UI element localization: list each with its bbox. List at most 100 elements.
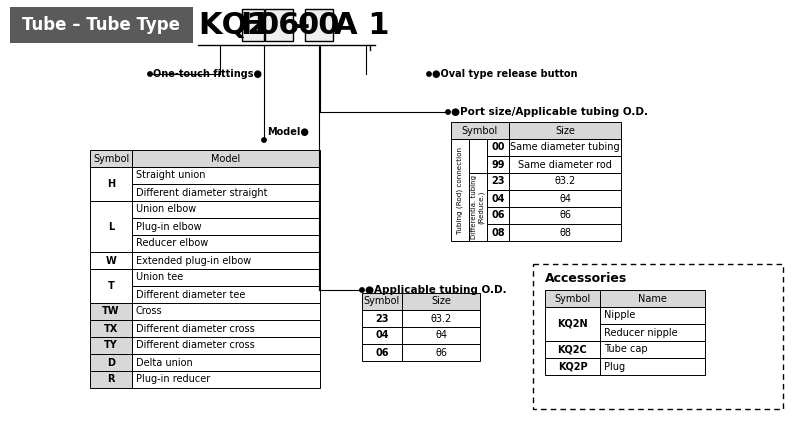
Text: ●Applicable tubing O.D.: ●Applicable tubing O.D.	[365, 285, 506, 295]
Circle shape	[446, 110, 450, 114]
Text: θ3.2: θ3.2	[430, 313, 452, 324]
Bar	[487, 207, 509, 224]
Bar	[132, 201, 320, 218]
Text: L: L	[108, 222, 114, 231]
Bar	[469, 139, 487, 173]
Text: KQ2N: KQ2N	[557, 319, 588, 329]
Bar	[509, 173, 621, 190]
Bar	[132, 320, 320, 337]
Text: Plug-in elbow: Plug-in elbow	[136, 222, 202, 231]
Text: ●Port size/Applicable tubing O.D.: ●Port size/Applicable tubing O.D.	[451, 107, 648, 117]
Bar	[132, 184, 320, 201]
Text: Model●: Model●	[267, 127, 309, 137]
Text: Union elbow: Union elbow	[136, 204, 196, 214]
Text: One-touch fittings●: One-touch fittings●	[153, 69, 262, 79]
Bar	[600, 341, 705, 358]
Bar	[362, 344, 402, 361]
Bar	[487, 173, 509, 190]
Text: Size: Size	[555, 126, 575, 135]
Bar	[545, 290, 705, 307]
Text: Extended plug-in elbow: Extended plug-in elbow	[136, 255, 251, 266]
Text: KQ2C: KQ2C	[558, 344, 587, 354]
Text: 06: 06	[258, 11, 300, 39]
Text: –: –	[294, 11, 310, 39]
Text: Symbol: Symbol	[554, 294, 590, 303]
Text: θ6: θ6	[435, 348, 447, 357]
Text: Tube cap: Tube cap	[604, 344, 648, 354]
Text: Same diameter rod: Same diameter rod	[518, 159, 612, 170]
Text: Tubing (Rod) connection: Tubing (Rod) connection	[457, 146, 463, 233]
Bar	[132, 269, 320, 286]
Text: Name: Name	[638, 294, 667, 303]
Text: Tube – Tube Type: Tube – Tube Type	[22, 16, 181, 34]
Bar	[90, 320, 132, 337]
Bar	[487, 139, 509, 156]
Bar	[362, 293, 480, 310]
Bar	[305, 9, 333, 41]
Text: TW: TW	[102, 307, 120, 316]
Bar	[509, 190, 621, 207]
Bar	[402, 310, 480, 327]
Bar	[242, 9, 264, 41]
Text: Different diameter tee: Different diameter tee	[136, 289, 246, 299]
Bar	[509, 139, 621, 156]
Text: 23: 23	[375, 313, 389, 324]
Text: 04: 04	[375, 330, 389, 341]
Text: H: H	[107, 179, 115, 189]
Text: Symbol: Symbol	[462, 126, 498, 135]
Bar	[90, 371, 132, 388]
Bar	[265, 9, 293, 41]
Bar	[509, 156, 621, 173]
Text: 06: 06	[375, 348, 389, 357]
Text: 04: 04	[491, 193, 505, 203]
Bar	[509, 207, 621, 224]
Bar	[132, 167, 320, 184]
Text: θ8: θ8	[559, 228, 571, 237]
Circle shape	[148, 72, 152, 76]
Text: Accessories: Accessories	[545, 272, 627, 285]
Text: 08: 08	[491, 228, 505, 237]
Text: Differentia. tubing
(Reduce.): Differentia. tubing (Reduce.)	[471, 175, 485, 239]
Bar	[402, 344, 480, 361]
Bar	[362, 310, 402, 327]
Text: TY: TY	[104, 341, 118, 351]
Bar	[600, 324, 705, 341]
Text: Reducer nipple: Reducer nipple	[604, 327, 678, 338]
Bar	[132, 337, 320, 354]
Bar	[132, 371, 320, 388]
Bar	[90, 303, 132, 320]
Text: θ3.2: θ3.2	[554, 176, 576, 187]
Text: Size: Size	[431, 297, 451, 307]
Text: θ4: θ4	[559, 193, 571, 203]
Text: W: W	[106, 255, 116, 266]
Text: 99: 99	[491, 159, 505, 170]
Circle shape	[360, 288, 364, 292]
Text: Delta union: Delta union	[136, 357, 193, 368]
Text: Straight union: Straight union	[136, 170, 206, 181]
Text: Different diameter straight: Different diameter straight	[136, 187, 267, 198]
Text: θ6: θ6	[559, 211, 571, 220]
Text: Different diameter cross: Different diameter cross	[136, 324, 254, 333]
Bar	[600, 307, 705, 324]
Bar	[509, 224, 621, 241]
Bar	[451, 139, 469, 241]
Bar	[90, 269, 132, 303]
Bar	[132, 303, 320, 320]
Text: Plug-in reducer: Plug-in reducer	[136, 374, 210, 385]
Bar	[90, 167, 132, 201]
Text: TX: TX	[104, 324, 118, 333]
Text: Symbol: Symbol	[93, 154, 129, 164]
Bar	[90, 337, 132, 354]
Bar	[132, 354, 320, 371]
Circle shape	[262, 138, 266, 142]
Text: D: D	[107, 357, 115, 368]
Text: H: H	[240, 11, 266, 39]
Bar	[600, 358, 705, 375]
Bar	[487, 190, 509, 207]
Text: 23: 23	[491, 176, 505, 187]
Bar	[90, 354, 132, 371]
Bar	[362, 327, 402, 344]
Bar	[533, 264, 783, 409]
Text: R: R	[107, 374, 114, 385]
Text: KQ2: KQ2	[198, 11, 269, 39]
